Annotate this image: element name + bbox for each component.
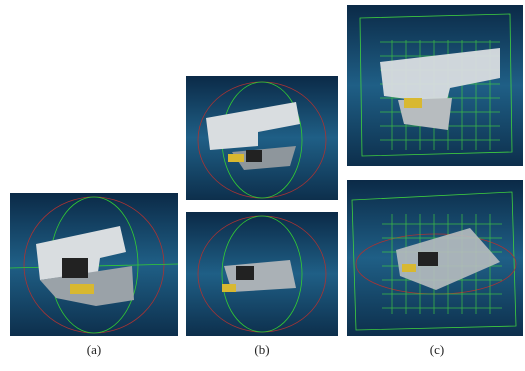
panel-c-top — [347, 5, 523, 166]
figure: (a) (b) (c) — [0, 0, 525, 366]
panel-label: (b) — [254, 342, 269, 357]
panel-b-bottom — [186, 212, 338, 336]
panel-label: (c) — [430, 342, 444, 357]
panel-b-top — [186, 76, 338, 200]
panel-a — [10, 193, 178, 336]
panel-c-bottom — [347, 180, 523, 336]
panel-label: (a) — [87, 342, 101, 357]
